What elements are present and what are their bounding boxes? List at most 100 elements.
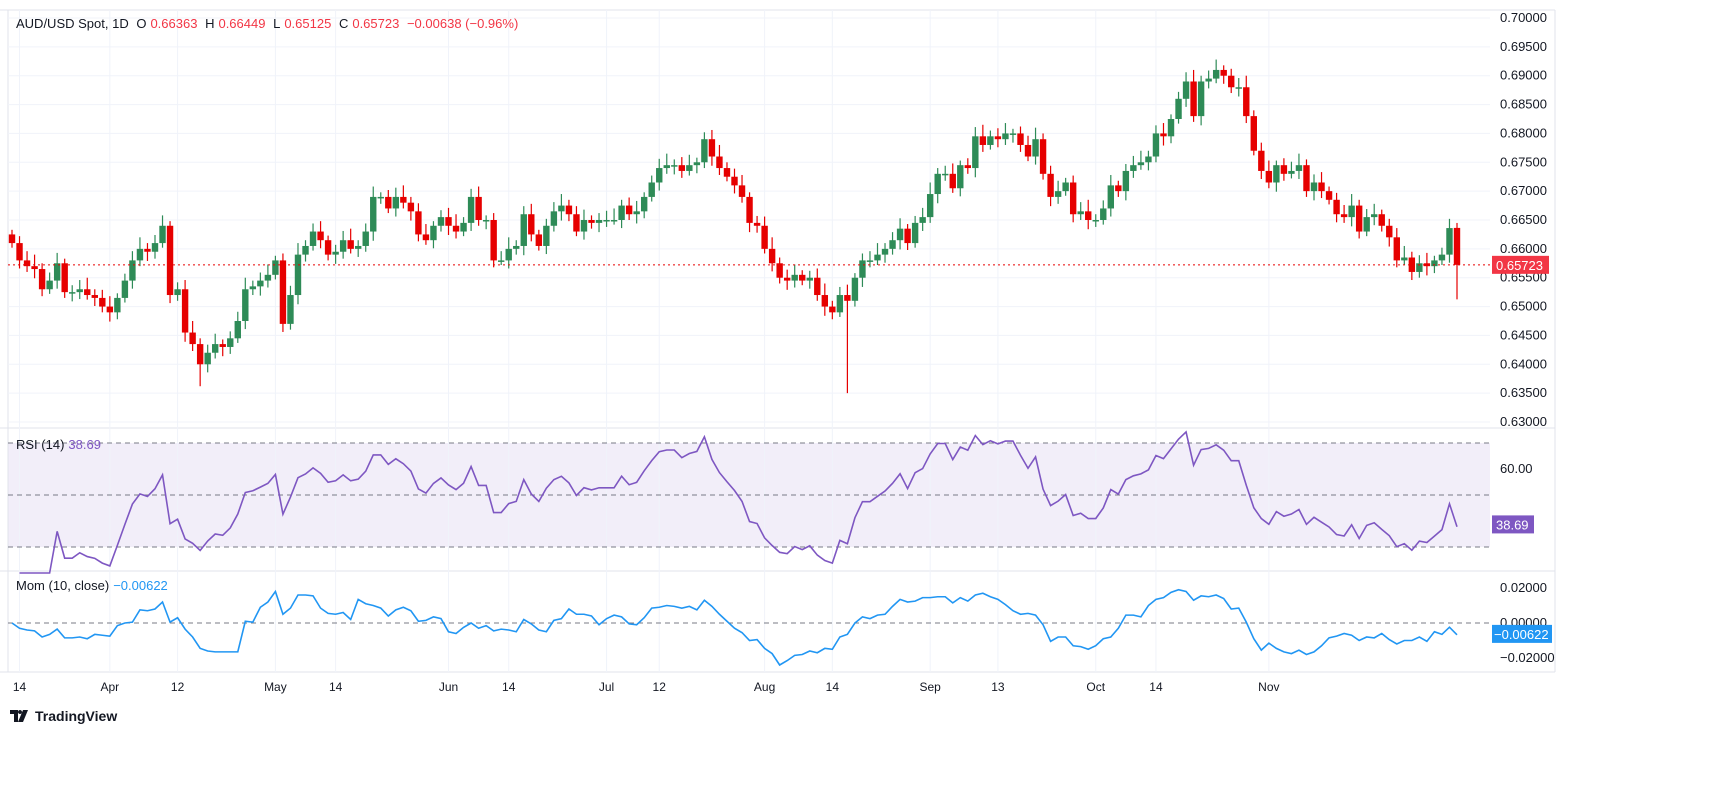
candle-body bbox=[204, 352, 211, 365]
candle-body bbox=[987, 136, 994, 145]
candle-body bbox=[663, 165, 670, 169]
price-tick-label: 0.68500 bbox=[1500, 97, 1547, 112]
candle-body bbox=[1243, 87, 1250, 117]
candle-body bbox=[693, 162, 701, 166]
candle-body bbox=[1265, 170, 1273, 183]
candle-body bbox=[806, 277, 813, 281]
candle-body bbox=[1423, 263, 1431, 267]
candle-body bbox=[859, 260, 866, 278]
candle-body bbox=[347, 240, 354, 249]
candle-body bbox=[53, 263, 61, 281]
candle-body bbox=[814, 277, 821, 296]
candle-body bbox=[234, 321, 241, 339]
candle-body bbox=[603, 220, 610, 222]
candle-body bbox=[949, 173, 956, 189]
candle-body bbox=[196, 344, 204, 365]
candle-body bbox=[1205, 78, 1212, 82]
candle-body bbox=[904, 228, 911, 244]
candle-body bbox=[1152, 133, 1160, 157]
mom-label: Mom (10, close) bbox=[16, 578, 110, 593]
candle-body bbox=[1032, 139, 1039, 157]
candle-body bbox=[1340, 214, 1348, 218]
candle-body bbox=[129, 260, 136, 281]
candle-body bbox=[114, 297, 121, 313]
candle-body bbox=[979, 136, 987, 145]
candle-body bbox=[422, 234, 430, 241]
candle-body bbox=[896, 228, 904, 241]
candle-body bbox=[1446, 228, 1453, 255]
rsi-value-tag-label: 38.69 bbox=[1496, 517, 1529, 532]
candle-body bbox=[212, 344, 219, 353]
candle-body bbox=[121, 280, 129, 298]
time-tick-label: 14 bbox=[329, 680, 343, 694]
candle-body bbox=[678, 165, 686, 171]
open-value: 0.66363 bbox=[150, 16, 198, 31]
price-tick-label: 0.63000 bbox=[1500, 414, 1547, 429]
candle-body bbox=[716, 156, 723, 169]
candle-body bbox=[821, 295, 829, 307]
candle-body bbox=[1363, 217, 1370, 232]
price-tick-label: 0.63500 bbox=[1500, 385, 1547, 400]
candle-body bbox=[701, 139, 708, 163]
candle-body bbox=[1453, 227, 1461, 265]
price-tick-label: 0.67500 bbox=[1500, 154, 1547, 169]
candle-body bbox=[460, 222, 467, 232]
candle-body bbox=[84, 289, 91, 296]
rsi-tick-label: 60.00 bbox=[1500, 461, 1533, 476]
price-tick-label: 0.69000 bbox=[1500, 68, 1547, 83]
price-tick-label: 0.66000 bbox=[1500, 241, 1547, 256]
candle-body bbox=[1115, 185, 1122, 192]
candle-body bbox=[482, 220, 490, 222]
time-tick-label: 12 bbox=[171, 680, 185, 694]
candle-body bbox=[686, 165, 693, 171]
time-tick-label: 14 bbox=[826, 680, 840, 694]
candle-body bbox=[1182, 81, 1190, 99]
time-tick-label: 14 bbox=[13, 680, 27, 694]
candle-body bbox=[829, 306, 836, 313]
candle-body bbox=[490, 220, 497, 261]
time-tick-label: Apr bbox=[100, 680, 119, 694]
low-value: 0.65125 bbox=[284, 16, 332, 31]
candle-body bbox=[1273, 165, 1280, 183]
tradingview-logo[interactable]: TradingView bbox=[10, 708, 117, 724]
candle-body bbox=[573, 214, 580, 232]
candle-body bbox=[1393, 237, 1400, 261]
candle-body bbox=[1160, 133, 1167, 137]
candle-body bbox=[625, 205, 633, 215]
candle-body bbox=[1145, 156, 1152, 163]
candle-body bbox=[633, 211, 640, 215]
time-tick-label: Jun bbox=[439, 680, 458, 694]
time-tick-label: May bbox=[264, 680, 287, 694]
candle-body bbox=[445, 217, 452, 226]
candle-body bbox=[242, 289, 249, 321]
price-tick-label: 0.70000 bbox=[1500, 10, 1547, 25]
rsi-label: RSI (14) bbox=[16, 437, 65, 452]
candle-body bbox=[753, 222, 761, 226]
candle-body bbox=[671, 165, 678, 167]
candle-body bbox=[362, 231, 369, 246]
candle-body bbox=[38, 269, 46, 290]
rsi-line bbox=[19, 430, 1458, 574]
candle-body bbox=[919, 217, 926, 223]
candle-body bbox=[513, 245, 520, 249]
candle-body bbox=[528, 214, 535, 235]
candle-body bbox=[370, 196, 377, 232]
candle-body bbox=[392, 196, 400, 209]
candle-body bbox=[595, 220, 603, 223]
candle-body bbox=[1212, 69, 1220, 79]
candle-body bbox=[1002, 133, 1009, 140]
candle-body bbox=[1416, 263, 1423, 272]
candle-body bbox=[1408, 257, 1416, 272]
candle-body bbox=[1100, 208, 1107, 220]
candle-body bbox=[1220, 69, 1227, 76]
candle-body bbox=[219, 344, 226, 347]
candle-body bbox=[61, 263, 68, 293]
candle-body bbox=[144, 248, 151, 252]
candle-body bbox=[174, 289, 181, 296]
candle-body bbox=[16, 243, 23, 261]
candle-body bbox=[783, 277, 791, 281]
candle-body bbox=[723, 168, 731, 177]
candle-body bbox=[1318, 182, 1325, 192]
candle-body bbox=[934, 173, 941, 195]
